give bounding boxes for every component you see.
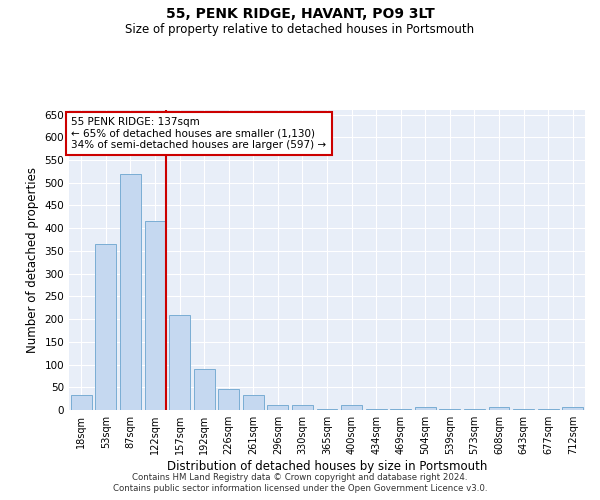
X-axis label: Distribution of detached houses by size in Portsmouth: Distribution of detached houses by size … — [167, 460, 487, 473]
Bar — [292, 404, 313, 410]
Text: Contains public sector information licensed under the Open Government Licence v3: Contains public sector information licen… — [113, 484, 487, 493]
Bar — [415, 408, 436, 410]
Bar — [218, 388, 239, 410]
Text: Size of property relative to detached houses in Portsmouth: Size of property relative to detached ho… — [125, 22, 475, 36]
Text: 55, PENK RIDGE, HAVANT, PO9 3LT: 55, PENK RIDGE, HAVANT, PO9 3LT — [166, 8, 434, 22]
Text: Contains HM Land Registry data © Crown copyright and database right 2024.: Contains HM Land Registry data © Crown c… — [132, 472, 468, 482]
Bar — [538, 408, 559, 410]
Bar — [464, 408, 485, 410]
Bar — [562, 408, 583, 410]
Bar — [194, 369, 215, 410]
Bar — [439, 408, 460, 410]
Bar — [169, 314, 190, 410]
Bar — [341, 404, 362, 410]
Bar — [488, 408, 509, 410]
Bar — [71, 396, 92, 410]
Bar — [145, 222, 166, 410]
Bar — [95, 244, 116, 410]
Bar — [120, 174, 141, 410]
Y-axis label: Number of detached properties: Number of detached properties — [26, 167, 39, 353]
Bar — [268, 404, 289, 410]
Bar — [243, 396, 264, 410]
Bar — [317, 408, 337, 410]
Bar — [390, 408, 411, 410]
Text: 55 PENK RIDGE: 137sqm
← 65% of detached houses are smaller (1,130)
34% of semi-d: 55 PENK RIDGE: 137sqm ← 65% of detached … — [71, 117, 326, 150]
Bar — [513, 408, 534, 410]
Bar — [365, 408, 386, 410]
